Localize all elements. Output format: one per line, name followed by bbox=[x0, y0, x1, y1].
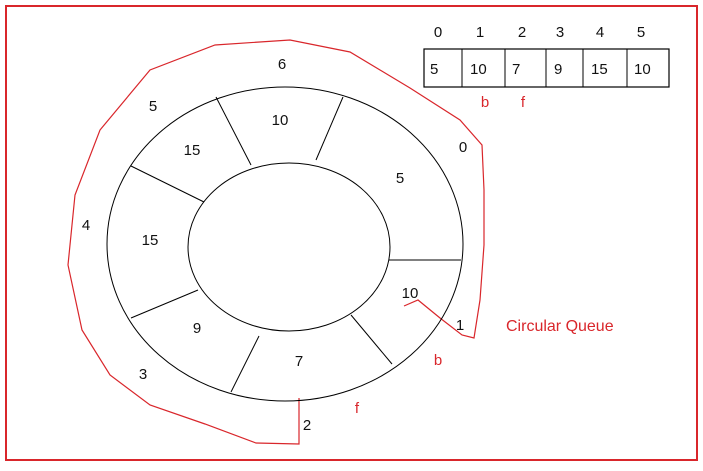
outer-index: 2 bbox=[303, 417, 311, 434]
segment-value: 9 bbox=[193, 320, 201, 337]
array-cell-value: 15 bbox=[591, 61, 608, 78]
outer-index: 4 bbox=[82, 217, 90, 234]
outer-index: 1 bbox=[456, 317, 464, 334]
freehand-outline bbox=[67, 39, 485, 445]
outer-index: 0 bbox=[459, 139, 467, 156]
segment-value: 10 bbox=[272, 112, 289, 129]
segment-value: 5 bbox=[396, 170, 404, 187]
ring-pointer-f: f bbox=[355, 400, 360, 417]
array-index: 4 bbox=[596, 24, 604, 41]
segment-divider bbox=[315, 96, 344, 161]
segment-divider bbox=[215, 96, 252, 166]
outer-frame bbox=[5, 5, 698, 461]
array-index: 1 bbox=[476, 24, 484, 41]
segment-value: 7 bbox=[295, 353, 303, 370]
segment-divider bbox=[130, 165, 205, 203]
array-index: 0 bbox=[434, 24, 442, 41]
segment-value: 15 bbox=[142, 232, 159, 249]
segment-divider bbox=[350, 314, 393, 365]
ring-outer-edge bbox=[106, 86, 464, 402]
array-table: 0 1 2 3 4 5 5 10 7 9 15 10 b f bbox=[423, 24, 670, 111]
array-cell-value: 10 bbox=[470, 61, 487, 78]
outer-index: 6 bbox=[278, 56, 286, 73]
outer-index: 5 bbox=[149, 98, 157, 115]
array-cell-value: 7 bbox=[512, 61, 520, 78]
array-pointer-f: f bbox=[521, 94, 526, 111]
segment-divider bbox=[130, 289, 199, 319]
array-index: 2 bbox=[518, 24, 526, 41]
array-index: 3 bbox=[556, 24, 564, 41]
array-cell-value: 10 bbox=[634, 61, 651, 78]
array-pointer-b: b bbox=[481, 94, 489, 111]
array-index: 5 bbox=[637, 24, 645, 41]
array-cell-value: 9 bbox=[554, 61, 562, 78]
segment-value: 15 bbox=[184, 142, 201, 159]
diagram-title: Circular Queue bbox=[506, 318, 614, 335]
outer-index: 3 bbox=[139, 366, 147, 383]
ring-inner-edge bbox=[187, 162, 391, 332]
segment-value: 10 bbox=[402, 285, 419, 302]
ring-pointer-b: b bbox=[434, 352, 442, 369]
array-cell-value: 5 bbox=[430, 61, 438, 78]
segment-divider bbox=[230, 335, 260, 393]
